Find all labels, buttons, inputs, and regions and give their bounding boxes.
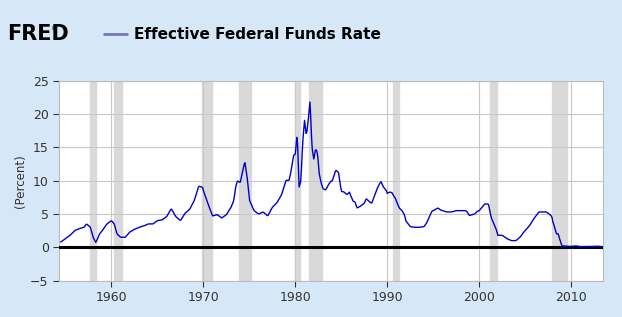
Bar	[552, 81, 567, 281]
Text: FRED: FRED	[7, 24, 69, 44]
Y-axis label: (Percent): (Percent)	[14, 154, 27, 208]
Bar	[239, 81, 251, 281]
Bar	[90, 81, 96, 281]
Bar	[490, 81, 497, 281]
Text: ®: ®	[51, 26, 58, 32]
Bar	[114, 81, 123, 281]
Bar	[202, 81, 212, 281]
Text: Effective Federal Funds Rate: Effective Federal Funds Rate	[134, 27, 381, 42]
Bar	[392, 81, 399, 281]
Bar	[295, 81, 300, 281]
Bar	[309, 81, 322, 281]
